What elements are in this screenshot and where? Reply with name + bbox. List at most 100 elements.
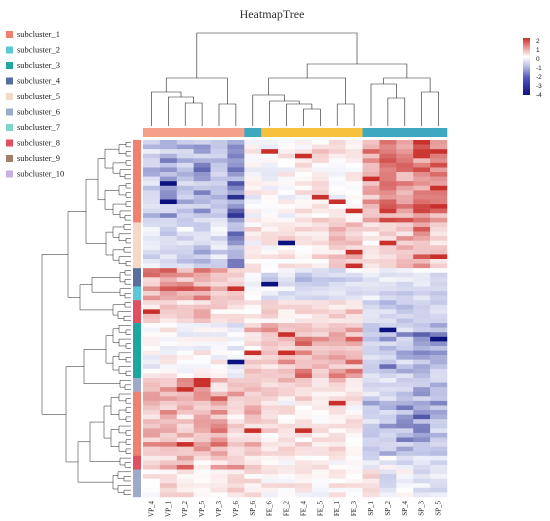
dendrogram-link <box>119 272 125 283</box>
heatmap-cell <box>210 204 228 209</box>
heatmap-cell <box>176 437 194 443</box>
heatmap-cell <box>328 464 346 470</box>
heatmap-cell <box>227 309 245 315</box>
heatmap-cell <box>328 259 346 264</box>
heatmap-cell <box>159 204 178 209</box>
heatmap-cell <box>159 364 178 370</box>
heatmap-cell <box>278 460 296 466</box>
dendrogram-link <box>125 183 131 189</box>
heatmap-cell <box>396 487 414 493</box>
row-block-subcluster_8 <box>133 300 141 324</box>
dendrogram-link <box>118 233 131 241</box>
heatmap-cell <box>244 272 262 278</box>
heatmap-cell <box>345 345 363 351</box>
heatmap-cell <box>244 181 262 187</box>
heatmap-cell <box>396 410 414 415</box>
heatmap-cell <box>278 194 296 200</box>
heatmap-cell <box>143 304 161 310</box>
heatmap-cell <box>328 345 346 351</box>
heatmap-cell <box>143 254 161 260</box>
heatmap-cell <box>176 446 194 452</box>
heatmap-cell <box>244 245 262 251</box>
heatmap-cell <box>396 332 414 338</box>
dendrogram-link <box>118 325 131 333</box>
heatmap-cell <box>430 378 448 383</box>
heatmap-cell <box>345 236 363 241</box>
heatmap-cell <box>362 414 380 420</box>
heatmap-cell <box>379 414 397 420</box>
heatmap-cell <box>193 249 211 255</box>
heatmap-cell <box>227 291 245 296</box>
heatmap-cell <box>396 483 414 489</box>
heatmap-cell <box>379 419 397 425</box>
heatmap-cell <box>396 153 414 159</box>
heatmap-cell <box>261 300 279 306</box>
column-label: SP_3 <box>418 501 426 516</box>
heatmap-cell <box>328 419 346 425</box>
dendrogram-link <box>306 63 408 78</box>
heatmap-cell <box>159 437 178 443</box>
heatmap-cell <box>295 295 313 301</box>
heatmap-cell <box>362 478 380 484</box>
heatmap-cell <box>362 240 380 246</box>
heatmap-cell <box>379 291 397 296</box>
dendrogram-link <box>103 405 111 439</box>
heatmap-cell <box>413 432 431 438</box>
heatmap-cell <box>430 355 448 360</box>
heatmap-cell <box>396 208 414 214</box>
heatmap-cell <box>396 446 414 452</box>
heatmap-cell <box>345 176 363 182</box>
heatmap-cell <box>176 259 194 264</box>
heatmap-cell <box>210 208 228 214</box>
heatmap-cell <box>295 213 313 219</box>
heatmap-cell <box>430 474 448 479</box>
dendrogram-link <box>112 328 119 343</box>
heatmap-cell <box>311 176 330 182</box>
heatmap-cell <box>345 304 363 310</box>
column-group-bar <box>143 128 448 137</box>
heatmap-cell <box>261 318 279 324</box>
heatmap-cell <box>176 181 194 187</box>
heatmap-cell <box>143 295 161 301</box>
heatmap-cell <box>227 304 245 310</box>
heatmap-cell <box>210 268 228 273</box>
heatmap-cell <box>143 167 161 173</box>
heatmap-cell <box>159 373 178 379</box>
heatmap-cell <box>210 309 228 315</box>
heatmap-cell <box>295 208 313 214</box>
subcluster-legend: subcluster_1subcluster_2subcluster_3subc… <box>6 29 64 179</box>
heatmap-cell <box>379 268 397 273</box>
heatmap-cell <box>362 400 380 406</box>
heatmap-cell <box>311 226 330 232</box>
scale-tick-label: 1 <box>536 47 540 54</box>
heatmap-cell <box>413 345 431 351</box>
heatmap-cell <box>430 410 448 415</box>
heatmap-cell <box>362 263 380 269</box>
heatmap-cell <box>295 144 313 150</box>
heatmap-cell <box>396 254 414 260</box>
heatmap-cell <box>176 318 194 324</box>
column-label: FE_2 <box>283 501 291 517</box>
heatmap-cell <box>295 364 313 370</box>
heatmap-cell <box>261 428 279 434</box>
heatmap-cell <box>311 172 330 177</box>
heatmap-cell <box>261 304 279 310</box>
heatmap-cell <box>311 304 330 310</box>
heatmap-cell <box>396 291 414 296</box>
heatmap-cell <box>244 162 262 168</box>
heatmap-cell <box>379 162 397 168</box>
heatmap-cell <box>159 222 178 228</box>
heatmap-cell <box>210 281 228 287</box>
dendrogram-link <box>123 476 131 482</box>
heatmap-cell <box>143 213 161 219</box>
heatmap-cell <box>143 396 161 402</box>
heatmap-cell <box>278 300 296 306</box>
heatmap-cell <box>396 286 414 292</box>
heatmap-cell <box>362 396 380 402</box>
heatmap-cell <box>227 373 245 379</box>
heatmap-cell <box>244 446 262 452</box>
heatmap-cell <box>396 259 414 264</box>
heatmap-cell <box>193 194 211 200</box>
heatmap-cell <box>345 181 363 187</box>
